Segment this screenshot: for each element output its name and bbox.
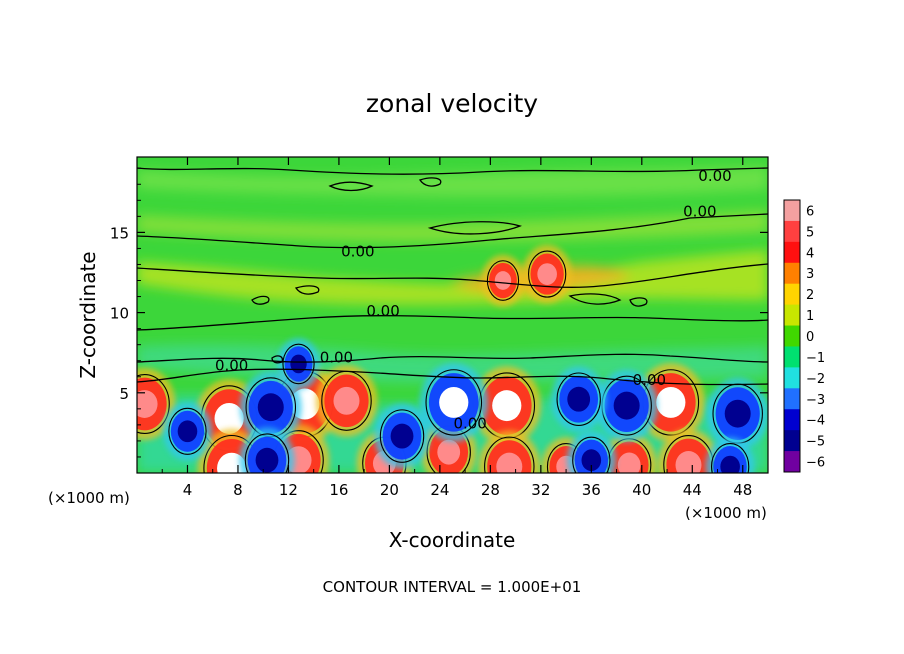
x-tick-label-8: 36 [582, 481, 601, 499]
x-units-right: (×1000 m) [685, 504, 767, 522]
colorbar-swatch-1 [784, 220, 800, 243]
colorbar-swatch-9 [784, 388, 800, 410]
field-extremum-8 [478, 430, 541, 473]
y-tick-label-0: 5 [119, 385, 129, 403]
y-axis: 5 10 15 [110, 167, 768, 458]
contour-label-7: 0.00 [453, 414, 486, 432]
colorbar-label-3: 3 [806, 267, 814, 282]
field-extremum-20 [550, 366, 607, 432]
contour-label-2: 0.00 [341, 243, 374, 261]
contour-lines [137, 167, 768, 386]
x-tick-label-4: 20 [380, 481, 399, 499]
plot-area: 0.00 0.00 0.00 0.00 0.00 0.00 0.00 0.00 [137, 157, 768, 473]
colorbar-label-4: 2 [806, 288, 814, 303]
chart-title: zonal velocity [366, 89, 538, 118]
colorbar-label-6: 0 [806, 330, 814, 345]
colorbar-swatch-3 [784, 262, 800, 285]
upper-yellow-band [137, 250, 768, 305]
colorbar-label-11: −5 [806, 435, 825, 450]
colorbar-swatch-11 [784, 430, 800, 452]
contour-labels: 0.00 0.00 0.00 0.00 0.00 0.00 0.00 0.00 [215, 167, 732, 432]
x-axis: 4 8 12 16 20 24 28 32 36 40 44 48 [161, 157, 752, 499]
field-extremum-23 [162, 402, 213, 461]
colorbar-swatch-5 [784, 304, 800, 327]
field-extremum-18 [595, 369, 658, 442]
colorbar-frame [783, 199, 801, 473]
field-extremum-2 [472, 366, 541, 446]
colorbar-label-1: 5 [806, 225, 814, 240]
field-extremum-26 [277, 338, 320, 390]
top-light-band [137, 166, 768, 197]
field-extremum-5 [137, 368, 176, 441]
x-tick-label-6: 28 [481, 481, 500, 499]
contour-label-6: 0.00 [633, 371, 666, 389]
contour-label-5: 0.00 [320, 349, 353, 367]
colorbar-swatch-12 [784, 451, 800, 473]
field-extremum-19 [706, 377, 768, 450]
x-tick-label-5: 24 [430, 481, 449, 499]
mid-light-band [137, 210, 768, 242]
y-tick-label-1: 10 [110, 305, 129, 323]
colorbar-label-0: 6 [806, 204, 814, 219]
x-tick-label-7: 32 [531, 481, 550, 499]
x-tick-label-2: 12 [279, 481, 298, 499]
colorbar-swatch-4 [784, 283, 800, 306]
x-tick-label-9: 40 [632, 481, 651, 499]
colorbar-label-2: 4 [806, 246, 814, 261]
colorbar-label-5: 1 [806, 309, 814, 324]
field-blobs [137, 244, 768, 473]
colorbar-swatch-7 [784, 346, 800, 368]
colorbar-swatch-6 [784, 325, 800, 347]
colorbar-label-12: −6 [806, 456, 825, 471]
contour-interval-note: CONTOUR INTERVAL = 1.000E+01 [323, 578, 582, 596]
x-tick-label-3: 16 [329, 481, 348, 499]
plot-frame [136, 156, 769, 474]
field-extremum-10 [657, 428, 720, 473]
x-tick-label-11: 48 [733, 481, 752, 499]
colorbar-swatch-0 [784, 200, 800, 222]
colorbar-label-8: −2 [806, 372, 825, 387]
field-extremum-17 [239, 371, 302, 444]
contour-label-4: 0.00 [215, 357, 248, 375]
field-extremum-16 [419, 363, 488, 442]
y-tick-label-2: 15 [110, 224, 129, 242]
contour-label-0: 0.00 [698, 167, 731, 185]
x-tick-label-1: 8 [233, 481, 243, 499]
x-tick-label-10: 44 [683, 481, 702, 499]
field-extremum-22 [239, 427, 295, 473]
x-units-left: (×1000 m) [48, 489, 130, 507]
colorbar-swatch-2 [784, 241, 800, 264]
x-tick-label-0: 4 [183, 481, 193, 499]
contour-label-3: 0.00 [366, 302, 399, 320]
y-axis-label: Z-coordinate [76, 251, 100, 378]
colorbar: 6 5 4 3 2 1 0 −1 −2 −3 −4 −5 −6 [783, 199, 825, 473]
field-extremum-21 [374, 403, 430, 469]
field-extremum-14 [522, 244, 572, 304]
field-extremum-25 [566, 430, 616, 473]
field-extremum-4 [315, 364, 378, 437]
colorbar-swatch-8 [784, 367, 800, 389]
colorbar-label-9: −3 [806, 393, 825, 408]
colorbar-label-10: −4 [806, 414, 825, 429]
field-extremum-24 [705, 437, 755, 473]
x-axis-label: X-coordinate [389, 528, 516, 552]
contour-label-1: 0.00 [683, 203, 716, 221]
field-extremum-15 [481, 254, 525, 307]
colorbar-label-7: −1 [806, 351, 825, 366]
colorbar-swatch-10 [784, 409, 800, 431]
